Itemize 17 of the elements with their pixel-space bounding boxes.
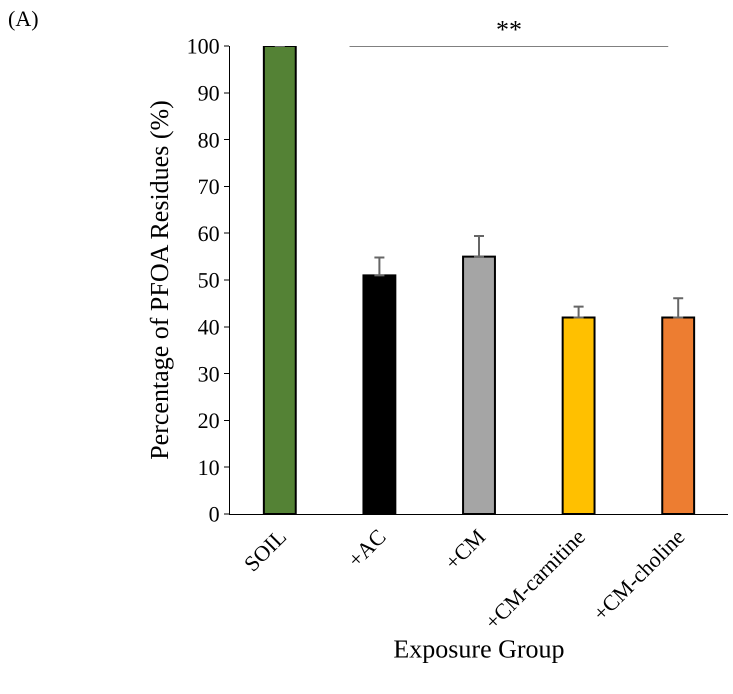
y-tick-label: 100 bbox=[186, 34, 220, 59]
x-axis-title: Exposure Group bbox=[393, 634, 565, 664]
y-tick-label: 80 bbox=[198, 127, 220, 152]
y-tick-label: 50 bbox=[198, 268, 220, 293]
y-tick-label: 30 bbox=[198, 361, 220, 386]
y-axis-title: Percentage of PFOA Residues (%) bbox=[145, 100, 174, 460]
y-tick-label: 20 bbox=[198, 408, 220, 434]
text: (A) bbox=[8, 6, 39, 31]
x-tick-label: +CM bbox=[440, 524, 490, 575]
y-tick-label: 0 bbox=[208, 502, 220, 527]
y-tick-label: 90 bbox=[198, 80, 220, 106]
x-tick-label: +AC bbox=[342, 524, 391, 572]
y-tick-label: 70 bbox=[198, 174, 220, 200]
y-tick-label: 40 bbox=[198, 314, 220, 340]
text: ** bbox=[496, 15, 522, 44]
y-tick-label: 60 bbox=[198, 220, 220, 246]
y-tick-label: 10 bbox=[198, 454, 220, 480]
